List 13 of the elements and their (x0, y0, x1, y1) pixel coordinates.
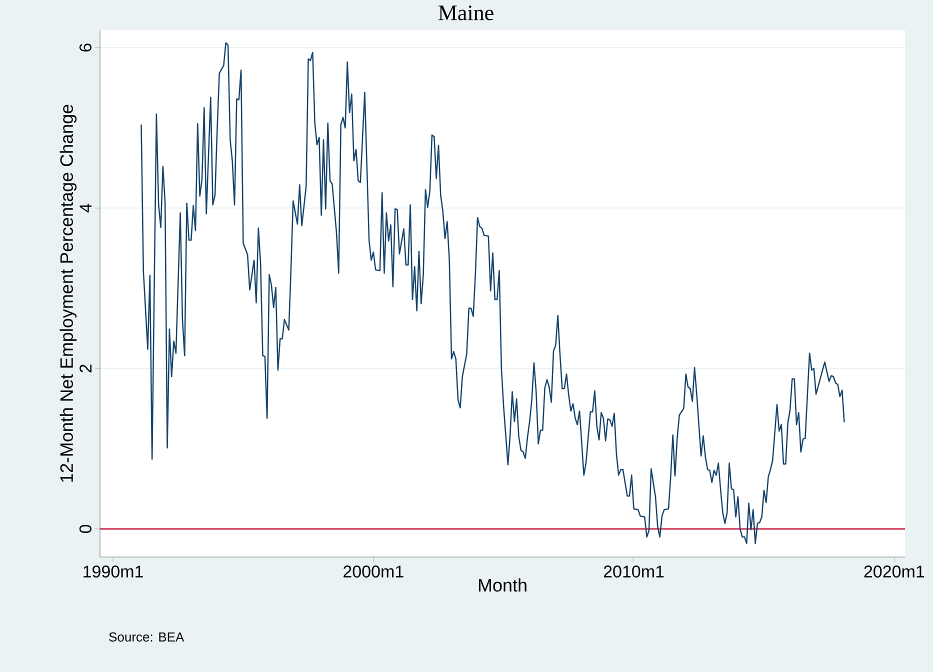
source-note: Source: BEA (109, 632, 184, 642)
x-tick-label: 2000m1 (344, 566, 404, 578)
chart-title: Maine (438, 6, 494, 20)
x-tick-label: 1990m1 (84, 566, 143, 578)
line-series (140, 42, 845, 544)
x-axis-title: Month (478, 578, 526, 592)
y-axis-title: 12-Month Net Employment Percentage Change (60, 104, 77, 482)
y-tick-label: 6 (79, 44, 92, 52)
x-tick-label: 2020m1 (864, 566, 924, 578)
y-tick-label: 0 (79, 524, 92, 533)
y-tick-label: 2 (80, 364, 92, 372)
x-tick-label: 2010m1 (604, 566, 664, 578)
y-tick-label: 4 (80, 204, 92, 212)
